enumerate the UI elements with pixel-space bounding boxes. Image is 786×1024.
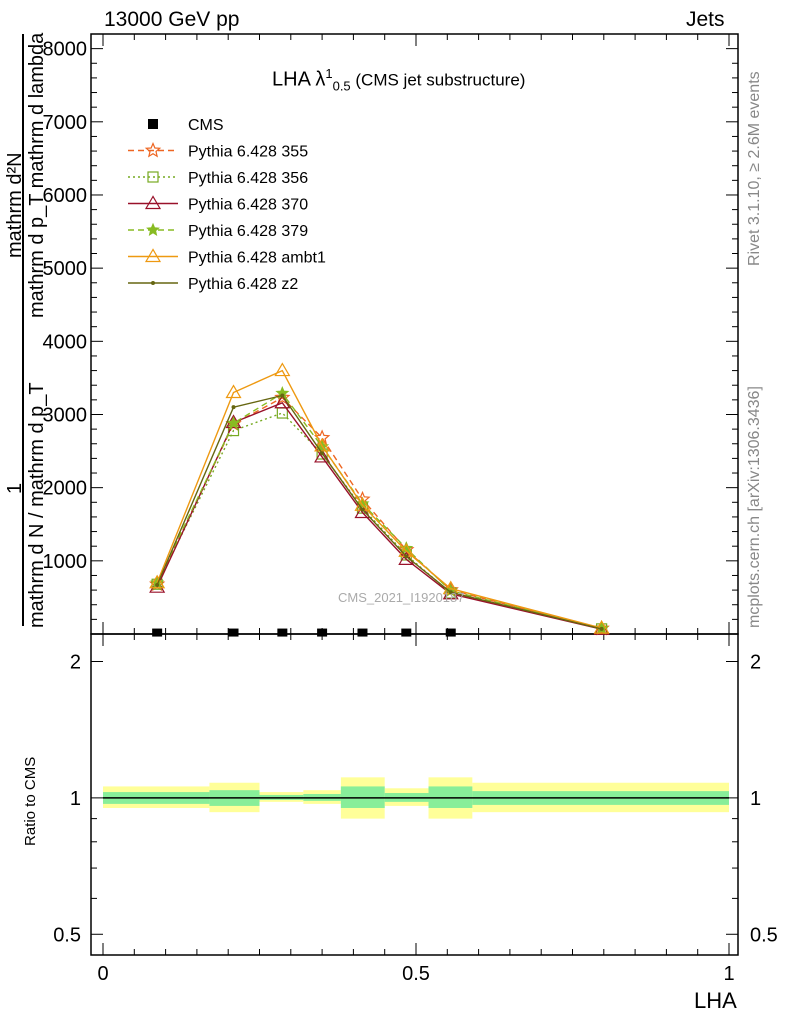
x-tick-label: 1: [723, 963, 734, 985]
series-point-1: [276, 407, 288, 419]
cms-data-point: [445, 628, 456, 637]
series-point-4: [593, 619, 610, 634]
cms-data-point: [228, 628, 239, 637]
y-tick-label: 3000: [43, 404, 88, 426]
ratio-y-tick-label-right: 1: [750, 788, 761, 810]
plot-title: LHA λ10.5 (CMS jet substructure): [272, 66, 525, 94]
series-point-4: [149, 574, 166, 589]
series-point-5: [360, 507, 365, 512]
title-sub: 0.5: [332, 78, 351, 94]
cms-data-point: [357, 628, 368, 637]
legend-marker-5: [144, 248, 162, 263]
series-point-4: [274, 362, 291, 377]
header-right: Jets: [686, 8, 725, 31]
series-line-5: [156, 394, 602, 630]
series-point-0: [274, 389, 291, 405]
legend-marker-cms: [148, 119, 158, 129]
y-label-top2: mathrm d p_T mathrm d lambda: [26, 32, 48, 318]
legend-label-5: Pythia 6.428 ambt1: [188, 250, 326, 267]
y-tick-label: 6000: [43, 185, 88, 207]
y-label-bottom: mathrm d N / mathrm d p_T: [26, 382, 48, 628]
title-main: LHA λ: [272, 68, 326, 91]
ratio-y-tick-label: 0.5: [53, 924, 81, 946]
rivet-label: Rivet 3.1.10, ≥ 2.6M events: [746, 71, 763, 266]
ratio-plot-frame: [90, 633, 739, 956]
ratio-y-label: Ratio to CMS: [22, 756, 39, 846]
title-rest: (CMS jet substructure): [350, 70, 526, 90]
legend-marker-6: [151, 281, 155, 285]
y-tick-label: 7000: [43, 112, 88, 134]
legend-label-4: Pythia 6.428 379: [188, 223, 308, 240]
series-point-5: [155, 582, 160, 587]
cms-data-point: [401, 628, 412, 637]
series-point-4: [314, 437, 331, 452]
y-tick-label: 4000: [43, 331, 88, 353]
ratio-y-tick-label-right: 0.5: [750, 924, 778, 946]
legend-label-1: Pythia 6.428 355: [188, 144, 308, 161]
legend-label-6: Pythia 6.428 z2: [188, 276, 298, 293]
legend-marker-1: [144, 141, 162, 158]
series-point-2: [354, 504, 371, 519]
series-point-2: [314, 448, 331, 463]
header-left: 13000 GeV pp: [104, 8, 240, 31]
x-axis-label: LHA: [694, 988, 737, 1013]
legend-label-0: CMS: [188, 117, 224, 134]
y-tick-label: 1000: [43, 551, 88, 573]
series-point-5: [599, 626, 604, 631]
series-point-4: [225, 384, 242, 399]
cms-data-point: [152, 628, 163, 637]
series-point-5: [231, 405, 236, 410]
legend-marker-2: [147, 171, 159, 183]
ratio-y-tick-label: 2: [70, 651, 81, 673]
series-line-4: [156, 369, 602, 629]
legend-label-3: Pythia 6.428 370: [188, 197, 308, 214]
series-line-2: [156, 401, 602, 630]
y-tick-label: 8000: [43, 39, 88, 61]
legend-marker-3: [144, 195, 162, 210]
series-point-5: [320, 451, 325, 456]
legend-marker-4: [146, 222, 160, 236]
analysis-watermark: CMS_2021_I1920187: [338, 590, 465, 605]
cms-data-point: [277, 628, 288, 637]
y-tick-label: 2000: [43, 478, 88, 500]
ratio-y-tick-label: 1: [70, 788, 81, 810]
x-tick-label: 0.5: [402, 963, 430, 985]
y-label-fraction-bar: [22, 34, 24, 626]
ratio-y-tick-label-right: 2: [750, 651, 761, 673]
cms-data-point: [317, 628, 328, 637]
legend-label-2: Pythia 6.428 356: [188, 170, 308, 187]
series-point-5: [280, 393, 285, 398]
x-tick-label: 0: [97, 963, 108, 985]
series-point-5: [448, 590, 453, 595]
y-tick-label: 5000: [43, 258, 88, 280]
title-sup: 1: [325, 66, 333, 81]
series-point-3: [226, 416, 241, 430]
mcplots-label: mcplots.cern.ch [arXiv:1306.3436]: [746, 386, 763, 628]
series-point-5: [404, 554, 409, 559]
